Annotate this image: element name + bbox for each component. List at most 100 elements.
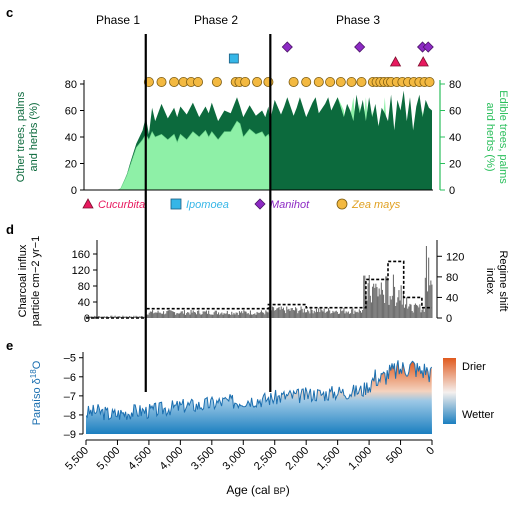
charcoal-bar [304,312,306,318]
panel-d-left-tick-label: 0 [84,313,90,325]
charcoal-bar [208,310,210,318]
charcoal-bar [355,312,357,318]
charcoal-bar [284,310,286,318]
charcoal-bar [234,314,236,318]
charcoal-bar [105,316,107,318]
panel-d-left-ylabel-line: particle cm−2 yr−1 [30,236,42,326]
charcoal-bar [425,246,427,318]
panel-e-left-tick-label: –8 [64,410,76,422]
charcoal-bar [230,314,232,318]
charcoal-bar [408,306,410,318]
x-axis-tick-label: 1,500 [315,445,343,473]
charcoal-bar [417,305,419,318]
charcoal-bar [114,315,116,318]
charcoal-bar [318,308,320,318]
charcoal-bar [375,283,377,318]
charcoal-bar [164,314,166,318]
charcoal-bar [336,311,338,318]
charcoal-bar [389,296,391,318]
legend-label: Cucurbita [98,199,145,211]
charcoal-bar [329,310,331,318]
charcoal-bar [365,293,367,318]
charcoal-bar [376,287,378,318]
charcoal-bar [141,316,143,318]
charcoal-bar [189,314,191,318]
charcoal-bar [339,313,341,318]
charcoal-bar [314,312,316,318]
charcoal-bar [226,310,228,318]
panel-e-ylabel-part: 18 [29,369,38,378]
charcoal-bar [368,275,370,318]
panel-c-left-tick-label: 0 [71,185,77,197]
charcoal-bar [347,311,349,318]
charcoal-bar [193,312,195,318]
charcoal-bar [280,306,282,318]
charcoal-bar [278,307,280,318]
charcoal-bar [412,312,414,318]
charcoal-bar [390,299,392,318]
x-axis-tick-label: 4,500 [126,445,154,473]
charcoal-bar [185,314,187,318]
charcoal-bar [252,314,254,318]
charcoal-bar [274,310,276,318]
charcoal-bar [354,310,356,318]
phase-1-2-edible-area [86,120,271,191]
charcoal-bar [238,311,240,318]
charcoal-bar [161,313,163,318]
panel-d-right-tick-label: 40 [446,292,458,304]
x-axis-tick-label: 3,000 [220,445,248,473]
colorbar [443,358,456,424]
charcoal-bar [361,312,363,318]
charcoal-bar [178,313,180,318]
charcoal-bar [263,312,265,318]
charcoal-bar [406,297,408,318]
charcoal-bar [204,311,206,318]
charcoal-bar [279,309,281,318]
charcoal-bar [298,310,300,318]
charcoal-bar [153,313,155,318]
panel-c-left-tick-label: 80 [65,79,77,91]
charcoal-bar [358,309,360,318]
charcoal-bar [94,316,96,318]
charcoal-bar [332,310,334,318]
charcoal-bar [240,312,242,318]
charcoal-bar [342,310,344,318]
charcoal-bar [315,308,317,318]
legend-marker-cucurbita [82,198,94,209]
phase-1-label: Phase 1 [96,13,140,27]
charcoal-bar [109,317,111,318]
charcoal-bar [321,310,323,318]
charcoal-bar [256,311,258,318]
charcoal-bar [397,297,399,318]
charcoal-bar [142,316,144,318]
charcoal-bar [326,311,328,318]
zea-mays-marker [211,77,222,88]
charcoal-bar [411,311,413,318]
charcoal-bar [157,310,159,318]
x-axis-tick-label: 5,500 [63,445,91,473]
charcoal-bar [229,314,231,318]
charcoal-bar [286,306,288,318]
charcoal-bar [260,310,262,318]
panel-e-left-tick-label: –5 [64,353,76,365]
regime-shift-line [86,260,432,319]
charcoal-bar [231,311,233,318]
panel-c-left-ylabel-line: and herbs (%) [28,102,40,171]
charcoal-bar [163,311,165,318]
charcoal-bar [320,308,322,318]
charcoal-bar [357,312,359,318]
panel-label-e: e [6,338,13,353]
legend-marker-zea-mays [336,198,348,210]
legend: Cucurbita Ipomoea Manihot Zea mays [82,198,401,211]
charcoal-bars [86,246,433,318]
charcoal-bar [174,312,176,318]
charcoal-bar [362,310,364,318]
charcoal-bar [135,315,137,318]
charcoal-bar [246,313,248,318]
charcoal-bar [407,308,409,318]
charcoal-bar [169,310,171,318]
zea-mays-marker [335,77,346,88]
x-axis-tick-label: 5,000 [95,445,123,473]
charcoal-bar [333,312,335,318]
